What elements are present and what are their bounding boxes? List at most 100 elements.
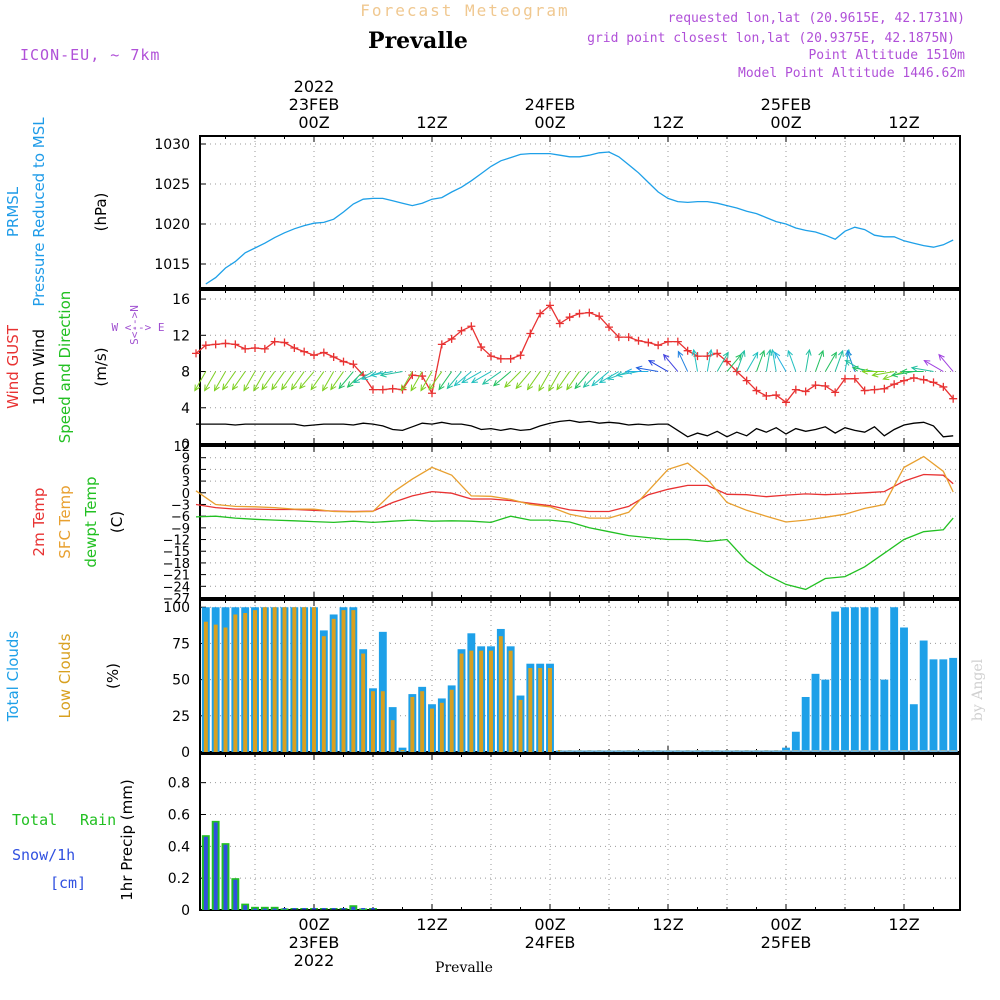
bar-clouds-low [302, 607, 307, 752]
y-tick-label: 16 [172, 292, 190, 308]
wind-arrow-head [420, 384, 427, 392]
bar-precip-snow [371, 908, 375, 910]
bar-clouds-total [880, 679, 889, 752]
bar-clouds-total [900, 627, 908, 752]
wind-arrow-head [900, 368, 908, 375]
wind-direction-arrow [527, 371, 541, 390]
y-tick-label: −12 [163, 534, 190, 549]
gust-marker [880, 384, 889, 393]
y-tick-label: 0.6 [168, 807, 190, 823]
bar-clouds-low [400, 750, 405, 752]
bar-clouds-total [831, 611, 840, 752]
wind-arrow-head [290, 383, 298, 391]
y-tick-label: −3 [171, 498, 190, 513]
bar-precip-snow [312, 908, 316, 910]
y-tick-label: 1025 [154, 177, 190, 193]
wind-direction-arrow [677, 351, 689, 372]
wind-arrow-head [361, 374, 369, 381]
gust-marker [575, 309, 584, 318]
wind-arrow-head [851, 365, 859, 372]
wind-arrow-head [526, 383, 534, 391]
wind-direction-arrow [515, 371, 531, 389]
gust-marker [369, 385, 377, 394]
bar-clouds-low [459, 653, 464, 752]
gust-marker [673, 337, 682, 346]
panel-label-temperature: (C) [108, 511, 126, 533]
bar-clouds-low [282, 607, 287, 752]
gust-marker [565, 313, 574, 322]
wind-arrow-head [598, 377, 606, 384]
wind-direction-arrow [616, 371, 639, 376]
panel-label-clouds: Total Clouds [4, 631, 22, 723]
wind-arrow-head [548, 384, 555, 392]
wind-arrow-head [453, 379, 461, 387]
panel-label-precip: Snow/1h [12, 846, 75, 864]
wind-arrow-head [461, 377, 469, 384]
gust-marker [349, 360, 358, 369]
wind-arrow-head [787, 349, 793, 357]
compass-ns: S<-->N [128, 305, 141, 345]
wind-arrow-head [352, 377, 360, 384]
gust-marker [319, 348, 328, 357]
bar-precip-snow [213, 822, 218, 910]
y-tick-label: 6 [182, 463, 190, 478]
gust-marker [821, 382, 830, 391]
gust-marker [890, 380, 899, 389]
panel-label-wind: Wind GUST [4, 324, 22, 409]
gust-marker [752, 386, 761, 395]
y-tick-label: −24 [163, 580, 190, 595]
wind-arrow-head [369, 371, 377, 378]
bar-clouds-total [811, 673, 820, 752]
gust-marker [201, 341, 210, 350]
wind-arrow-head [322, 384, 328, 392]
bar-clouds-low [469, 650, 474, 752]
wind-arrow-head [752, 351, 759, 359]
y-tick-label: 75 [172, 636, 190, 652]
wind-direction-arrow [736, 350, 745, 372]
top-hour-label: 00Z [770, 113, 801, 132]
bar-clouds-low [253, 610, 257, 752]
bar-precip-snow [253, 908, 257, 910]
wind-direction-arrow [243, 371, 256, 391]
panel-label-temperature: SFC Temp [56, 485, 74, 558]
y-tick-label: 0.2 [168, 871, 190, 887]
wind-arrow-head [538, 384, 545, 392]
wind-direction-arrow [446, 371, 462, 389]
location-title: Prevalle [368, 28, 468, 54]
wind-arrow-head [615, 371, 623, 378]
bottom-hour-label: 00Z [770, 915, 801, 934]
wind-arrow-head [739, 349, 746, 357]
bar-clouds-low [420, 691, 425, 752]
bar-clouds-low [331, 618, 336, 752]
wind-direction-arrow [765, 349, 771, 372]
gust-marker [831, 388, 840, 397]
gust-marker [919, 375, 928, 384]
product-title: Forecast Meteogram [360, 1, 569, 20]
panel-label-precip: 1hr Precip (mm) [118, 779, 136, 900]
y-tick-label: 1020 [154, 217, 190, 233]
wind-arrow-head [504, 381, 511, 388]
y-tick-label: −27 [163, 592, 190, 607]
panel-label-precip: [cm] [50, 874, 86, 892]
wind-arrow-head [805, 348, 812, 356]
bar-clouds-low [380, 691, 385, 752]
wind-arrow-head [582, 381, 590, 388]
wind-direction-arrow [805, 349, 810, 372]
gust-marker [536, 309, 545, 318]
wind-direction-arrow [663, 354, 679, 372]
bar-clouds-low [243, 613, 248, 752]
bar-clouds-low [449, 689, 454, 752]
bar-clouds-total [398, 747, 407, 752]
gust-marker [949, 394, 958, 403]
gust-marker [742, 376, 751, 385]
wind-arrow-head [774, 351, 781, 359]
wind-arrow-head [253, 384, 260, 392]
wind-direction-arrow [482, 371, 502, 385]
panel-label-pressure: (hPa) [92, 193, 110, 232]
top-year-label: 2022 [294, 77, 335, 96]
bar-clouds-total [782, 747, 790, 752]
wind-arrow-head [379, 371, 387, 378]
panel-label-temperature: dewpt Temp [82, 476, 100, 567]
y-tick-label: 3 [182, 475, 190, 490]
bottom-hour-label: 12Z [652, 915, 683, 934]
